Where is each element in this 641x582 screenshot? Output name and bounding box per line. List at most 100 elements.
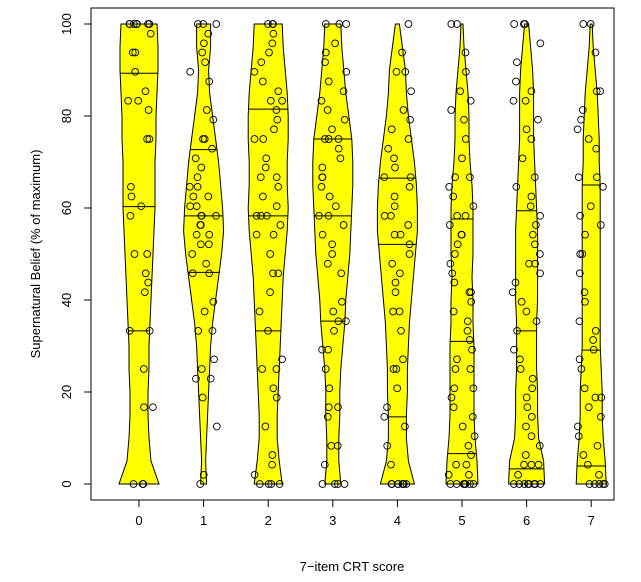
- data-point: [390, 202, 399, 211]
- data-point: [204, 192, 213, 201]
- data-point: [528, 374, 537, 383]
- violin-6: [508, 23, 546, 485]
- data-point: [269, 269, 277, 278]
- data-point: [338, 297, 346, 306]
- data-point: [450, 278, 459, 287]
- data-point: [197, 211, 206, 220]
- data-point: [324, 211, 333, 220]
- data-point: [272, 106, 281, 114]
- data-point: [579, 20, 588, 28]
- data-point: [328, 240, 337, 249]
- data-point: [322, 20, 330, 28]
- data-point: [131, 67, 140, 76]
- data-point: [394, 480, 402, 488]
- data-point: [512, 182, 521, 191]
- data-point: [518, 154, 527, 163]
- data-point: [268, 460, 276, 469]
- data-point: [266, 288, 274, 297]
- data-point: [197, 365, 206, 373]
- data-point: [596, 87, 605, 96]
- x-axis: 0 1 2 3 4 5 6 7: [135, 500, 595, 528]
- data-point: [600, 480, 609, 488]
- data-point: [527, 432, 536, 441]
- data-point: [596, 221, 605, 229]
- data-point: [259, 192, 267, 201]
- data-point: [464, 441, 473, 450]
- data-point: [196, 240, 205, 249]
- data-point: [250, 135, 259, 143]
- y-axis-title: Supernatural Belief (% of maximum): [28, 150, 43, 359]
- data-point: [208, 144, 216, 153]
- data-point: [462, 460, 471, 469]
- data-point: [324, 135, 333, 143]
- data-point: [268, 39, 277, 48]
- data-point: [274, 182, 283, 191]
- data-point: [149, 403, 157, 412]
- data-point: [398, 480, 407, 488]
- data-point: [575, 269, 584, 278]
- data-point: [202, 106, 211, 114]
- data-point: [325, 192, 334, 201]
- data-point: [577, 365, 586, 373]
- data-point: [534, 460, 543, 469]
- data-point: [445, 182, 454, 191]
- data-point: [317, 182, 326, 191]
- data-point: [144, 20, 152, 28]
- data-point: [534, 115, 542, 124]
- violin-2: [247, 23, 289, 485]
- data-point: [269, 230, 278, 239]
- data-point: [274, 269, 283, 278]
- data-point: [278, 355, 286, 364]
- data-point: [449, 307, 458, 316]
- data-point: [323, 106, 332, 114]
- data-point: [584, 135, 593, 143]
- data-point: [453, 355, 461, 364]
- data-point: [391, 278, 400, 287]
- data-point: [321, 365, 330, 373]
- data-point: [465, 470, 473, 479]
- data-point: [268, 451, 277, 459]
- data-point: [209, 297, 218, 306]
- data-point: [264, 20, 272, 28]
- data-point: [186, 67, 195, 76]
- data-point: [258, 77, 267, 86]
- data-point: [406, 115, 414, 124]
- data-point: [125, 20, 134, 28]
- data-point: [595, 470, 603, 479]
- data-point: [576, 211, 584, 220]
- data-point: [392, 67, 401, 76]
- data-point: [447, 106, 456, 114]
- data-point: [528, 384, 537, 393]
- data-point: [521, 451, 530, 459]
- data-point: [401, 67, 410, 76]
- data-point: [448, 269, 457, 278]
- data-point: [194, 326, 203, 335]
- data-point: [528, 230, 537, 239]
- data-point: [146, 29, 155, 38]
- data-point: [192, 230, 201, 239]
- data-point: [204, 29, 213, 38]
- data-point: [578, 106, 587, 114]
- data-point: [141, 269, 150, 278]
- data-point: [393, 384, 402, 393]
- data-point: [269, 29, 278, 38]
- data-point: [138, 480, 147, 488]
- data-point: [398, 48, 406, 57]
- data-point: [469, 202, 478, 211]
- data-point: [456, 87, 465, 96]
- data-point: [328, 125, 336, 134]
- data-point: [321, 135, 329, 143]
- data-point: [342, 67, 351, 76]
- data-point: [591, 326, 600, 335]
- data-point: [447, 20, 456, 28]
- data-point: [593, 173, 601, 182]
- data-point: [272, 365, 281, 373]
- data-point: [261, 422, 270, 431]
- data-point: [531, 480, 539, 488]
- data-point: [522, 393, 531, 402]
- data-point: [340, 115, 349, 124]
- data-point: [334, 144, 343, 153]
- data-point: [329, 307, 338, 316]
- data-point: [317, 96, 326, 105]
- data-point: [205, 240, 213, 249]
